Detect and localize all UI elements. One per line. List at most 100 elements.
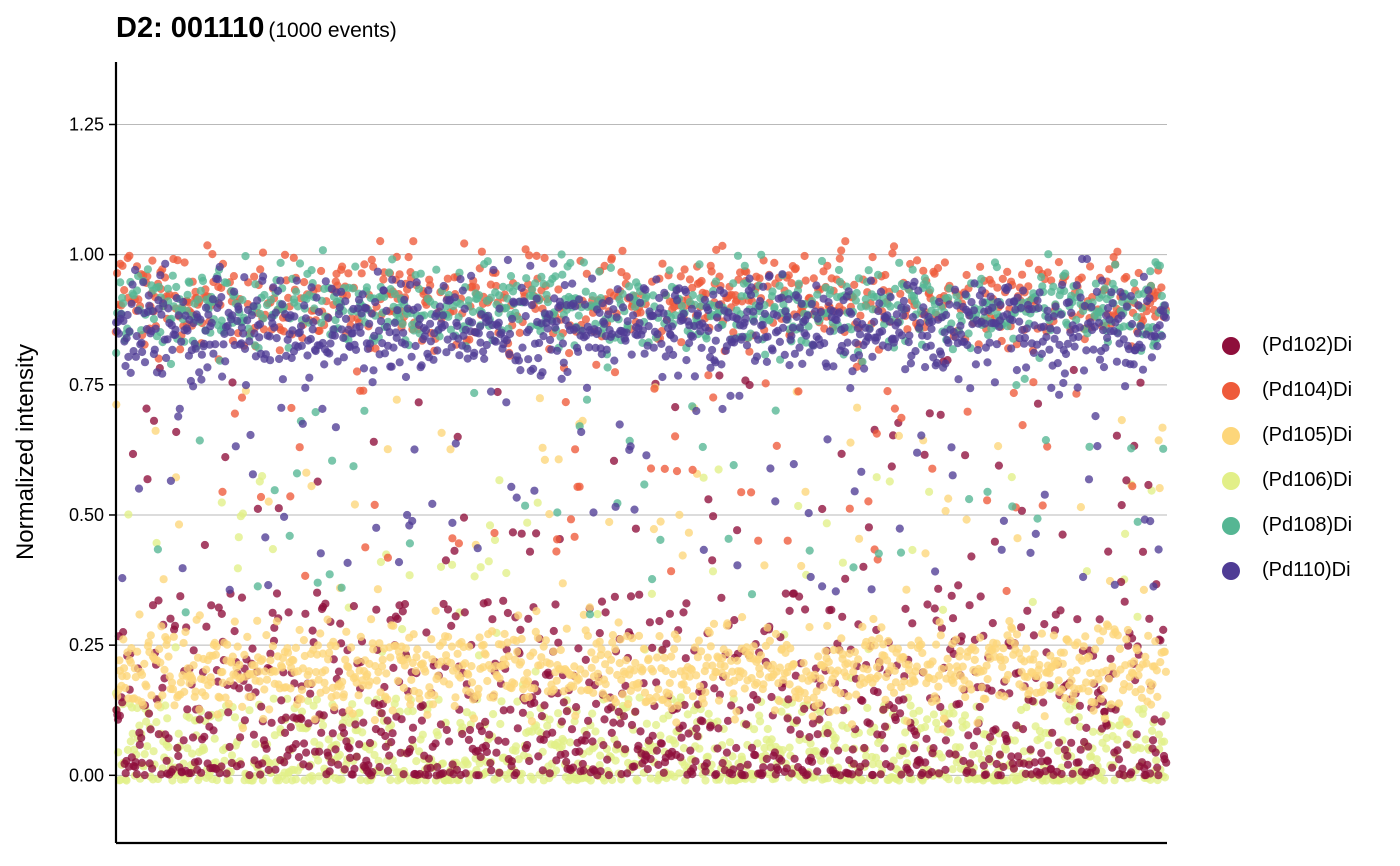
data-point	[628, 634, 637, 643]
data-point	[433, 731, 442, 740]
data-point	[451, 612, 460, 621]
data-point	[794, 501, 803, 511]
data-point	[418, 730, 427, 739]
data-point	[1030, 649, 1039, 659]
data-point	[243, 632, 252, 642]
data-point	[714, 696, 724, 705]
data-point	[609, 456, 619, 465]
data-point	[581, 287, 590, 296]
data-point	[484, 557, 493, 566]
data-point	[517, 529, 526, 538]
data-point	[379, 286, 388, 295]
data-point	[1122, 272, 1131, 282]
data-point	[633, 776, 642, 785]
data-point	[640, 688, 650, 697]
data-point	[646, 464, 656, 473]
data-point	[757, 250, 766, 259]
data-point	[919, 266, 928, 275]
data-point	[848, 745, 857, 754]
data-point	[699, 699, 708, 708]
data-point	[747, 674, 756, 683]
data-point	[706, 642, 715, 651]
data-point	[461, 659, 470, 668]
data-point	[1007, 473, 1016, 482]
data-point	[371, 298, 380, 307]
data-point	[553, 508, 562, 517]
data-point	[595, 267, 604, 276]
data-point	[290, 312, 299, 321]
data-point	[418, 701, 427, 710]
data-point	[688, 291, 698, 300]
data-point	[1089, 727, 1098, 736]
data-point	[765, 636, 775, 646]
data-point	[305, 373, 314, 382]
data-point	[1152, 756, 1161, 765]
data-point	[600, 319, 609, 328]
data-point	[131, 352, 140, 361]
data-point	[200, 540, 209, 550]
data-point	[851, 296, 861, 305]
data-point	[460, 304, 469, 313]
data-point	[401, 372, 411, 382]
data-point	[318, 338, 327, 348]
data-point	[1144, 631, 1153, 640]
data-point	[945, 662, 954, 672]
data-point	[992, 263, 1002, 272]
data-point	[385, 751, 394, 760]
data-point	[481, 717, 490, 727]
data-point	[224, 699, 233, 708]
data-point	[581, 300, 590, 309]
data-point	[157, 310, 166, 319]
data-point	[287, 403, 296, 413]
data-point	[1082, 567, 1091, 576]
data-point	[554, 455, 563, 464]
data-point	[852, 288, 861, 298]
data-point	[921, 758, 930, 767]
data-point	[1091, 279, 1100, 288]
data-point	[427, 635, 436, 644]
data-point	[571, 445, 580, 454]
data-point	[210, 734, 219, 743]
data-point	[396, 748, 405, 757]
data-point	[625, 282, 634, 291]
data-point	[162, 756, 171, 765]
data-point	[702, 334, 711, 343]
data-point	[442, 725, 451, 735]
data-point	[414, 284, 424, 293]
data-point	[698, 717, 707, 726]
data-point	[460, 608, 469, 617]
data-point	[578, 759, 587, 769]
data-point	[499, 596, 508, 605]
data-point	[670, 645, 679, 654]
data-point	[941, 506, 950, 516]
data-point	[524, 325, 534, 334]
data-point	[168, 685, 178, 694]
data-point	[450, 546, 459, 555]
data-point	[1123, 625, 1132, 635]
data-point	[166, 614, 175, 623]
data-point	[369, 645, 378, 654]
data-point	[595, 637, 604, 646]
data-point	[779, 675, 788, 684]
data-point	[953, 776, 963, 785]
data-point	[636, 727, 645, 736]
data-point	[241, 381, 251, 390]
data-point	[288, 326, 297, 335]
data-point	[174, 729, 183, 738]
data-point	[891, 678, 901, 687]
data-point	[1017, 506, 1026, 515]
data-point	[937, 664, 947, 673]
data-point	[1122, 476, 1131, 485]
data-point	[191, 687, 200, 696]
data-point	[137, 758, 146, 768]
data-point	[814, 699, 824, 708]
data-point	[392, 333, 401, 342]
data-point	[585, 603, 594, 612]
data-point	[476, 752, 485, 762]
data-point	[286, 684, 295, 693]
data-point	[1044, 250, 1053, 259]
data-point	[494, 736, 503, 745]
data-point	[713, 744, 722, 753]
data-point	[212, 776, 221, 785]
data-point	[530, 486, 539, 495]
